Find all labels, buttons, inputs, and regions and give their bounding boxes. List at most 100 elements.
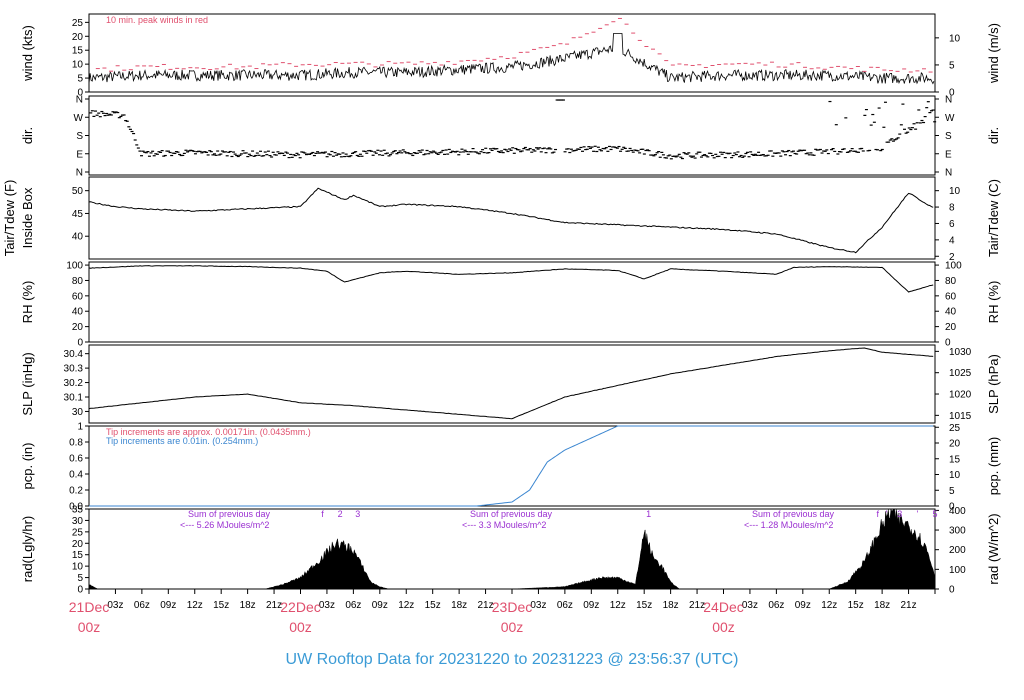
ytick-label-right: 0	[945, 338, 951, 349]
ytick-label-right: S	[945, 131, 952, 142]
xtick-label: 18z	[451, 600, 467, 611]
xtick-label: 12z	[821, 600, 837, 611]
xtick-label: 21z	[901, 600, 917, 611]
ylabel-right: RH (%)	[986, 281, 1001, 324]
ytick-label-left: E	[76, 149, 83, 160]
series-line-temperature	[88, 187, 934, 254]
ylabel-left: RH (%)	[20, 281, 35, 324]
ytick-label-left: 15	[72, 46, 84, 57]
xtick-label: 06z	[768, 600, 784, 611]
ytick-label-right: 80	[945, 276, 957, 287]
ytick-label-right: N	[945, 168, 952, 179]
ytick-label-left: 30.4	[64, 349, 84, 360]
ylabel-left: SLP (inHg)	[20, 352, 35, 415]
ytick-label-left: 0	[77, 88, 83, 99]
xtick-label: 12z	[398, 600, 414, 611]
xtick-label: 03z	[107, 600, 123, 611]
day-sum-label: Sum of previous day	[752, 509, 835, 519]
ylabel-right: SLP (hPa)	[986, 354, 1001, 414]
rad-marker: f	[876, 509, 879, 519]
xtick-label: 21z	[478, 600, 494, 611]
panel-frame-rh	[88, 261, 936, 343]
xtick-label: 15z	[213, 600, 229, 611]
ytick-label-right: 15	[949, 454, 961, 465]
ytick-label-left: 40	[72, 307, 84, 318]
ytick-label-left: 5	[77, 74, 83, 85]
ytick-label-right: 10	[949, 186, 961, 197]
ylabel-right: rad (W/m^2)	[986, 513, 1001, 584]
xtick-label: 06z	[557, 600, 573, 611]
ytick-label-left: 50	[72, 186, 84, 197]
ytick-label-right: 1015	[949, 411, 972, 422]
day-label-hour: 00z	[78, 619, 101, 635]
ytick-label-left: N	[76, 168, 83, 179]
xtick-label: 15z	[636, 600, 652, 611]
tip-annotation-2: Tip increments are 0.01in. (0.254mm.)	[106, 436, 258, 446]
xtick-label: 21z	[266, 600, 282, 611]
ytick-label-right: E	[945, 149, 952, 160]
ytick-label-left: 0.8	[69, 438, 83, 449]
panel-frame-slp	[88, 344, 936, 424]
xtick-label: 15z	[425, 600, 441, 611]
ytick-label-left: 25	[72, 18, 84, 29]
ytick-label-left: 30	[72, 516, 84, 527]
panel-frame-direction	[88, 95, 936, 176]
ytick-label-right: 100	[949, 565, 966, 576]
xtick-label: 15z	[848, 600, 864, 611]
ylabel-left: pcp. (in)	[20, 443, 35, 490]
ytick-label-left: 100	[66, 261, 83, 272]
ytick-label-right: 5	[949, 486, 955, 497]
ytick-label-left: 10	[72, 60, 84, 71]
ytick-label-left: 5	[77, 573, 83, 584]
ytick-label-right: 20	[945, 322, 957, 333]
ytick-label-right: 60	[945, 291, 957, 302]
day-label-hour: 00z	[712, 619, 735, 635]
ytick-label-left: 0.4	[69, 470, 83, 481]
rad-marker: '	[886, 509, 888, 519]
day-sum-value: <--- 1.28 MJoules/m^2	[744, 520, 834, 530]
day-sum-label: Sum of previous day	[188, 509, 271, 519]
ylabel-right: wind (m/s)	[986, 23, 1001, 84]
rad-marker: 3	[897, 509, 902, 519]
rad-marker: '	[917, 509, 919, 519]
day-label-hour: 00z	[289, 619, 312, 635]
chart-title: UW Rooftop Data for 20231220 to 20231223…	[286, 651, 739, 668]
xtick-label: 06z	[134, 600, 150, 611]
series-line-rh	[88, 265, 934, 293]
ytick-label-right: N	[945, 95, 952, 106]
ytick-label-left: 35	[72, 505, 84, 516]
day-label-date: 24Dec	[703, 599, 743, 615]
day-sum-value: <--- 5.26 MJoules/m^2	[180, 520, 270, 530]
ytick-label-right: 1025	[949, 368, 972, 379]
xtick-label: 03z	[530, 600, 546, 611]
ytick-label-right: 10	[949, 470, 961, 481]
xtick-label: 09z	[160, 600, 176, 611]
xtick-label: 03z	[319, 600, 335, 611]
day-label-date: 22Dec	[280, 599, 320, 615]
ylabel-left: wind (kts)	[20, 25, 35, 82]
ytick-label-right: 20	[949, 439, 961, 450]
ytick-label-left: 0	[77, 338, 83, 349]
ylabel-left: rad(Lgly/hr)	[20, 516, 35, 582]
panel-frame-temperature	[88, 176, 936, 260]
ylabel-right: pcp. (mm)	[986, 437, 1001, 496]
day-label-hour: 00z	[501, 619, 524, 635]
xtick-label: 12z	[187, 600, 203, 611]
ytick-label-left: 15	[72, 550, 84, 561]
ylabel-left: dir.	[20, 127, 35, 144]
ytick-label-right: 0	[949, 502, 955, 513]
ytick-label-left: 25	[72, 527, 84, 538]
xtick-label: 06z	[345, 600, 361, 611]
ytick-label-left: S	[76, 131, 83, 142]
wind-annotation: 10 min. peak winds in red	[106, 15, 208, 25]
xtick-label: 09z	[583, 600, 599, 611]
ytick-label-right: 4	[949, 235, 955, 246]
ytick-label-left: 0	[77, 585, 83, 596]
series-line-wind	[88, 33, 935, 85]
ytick-label-right: 6	[949, 219, 955, 230]
series-line-slp	[88, 347, 934, 420]
rad-marker: f	[321, 509, 324, 519]
ytick-label-left: 40	[72, 232, 84, 243]
xtick-label: 09z	[372, 600, 388, 611]
panel-frame-wind	[88, 13, 936, 93]
